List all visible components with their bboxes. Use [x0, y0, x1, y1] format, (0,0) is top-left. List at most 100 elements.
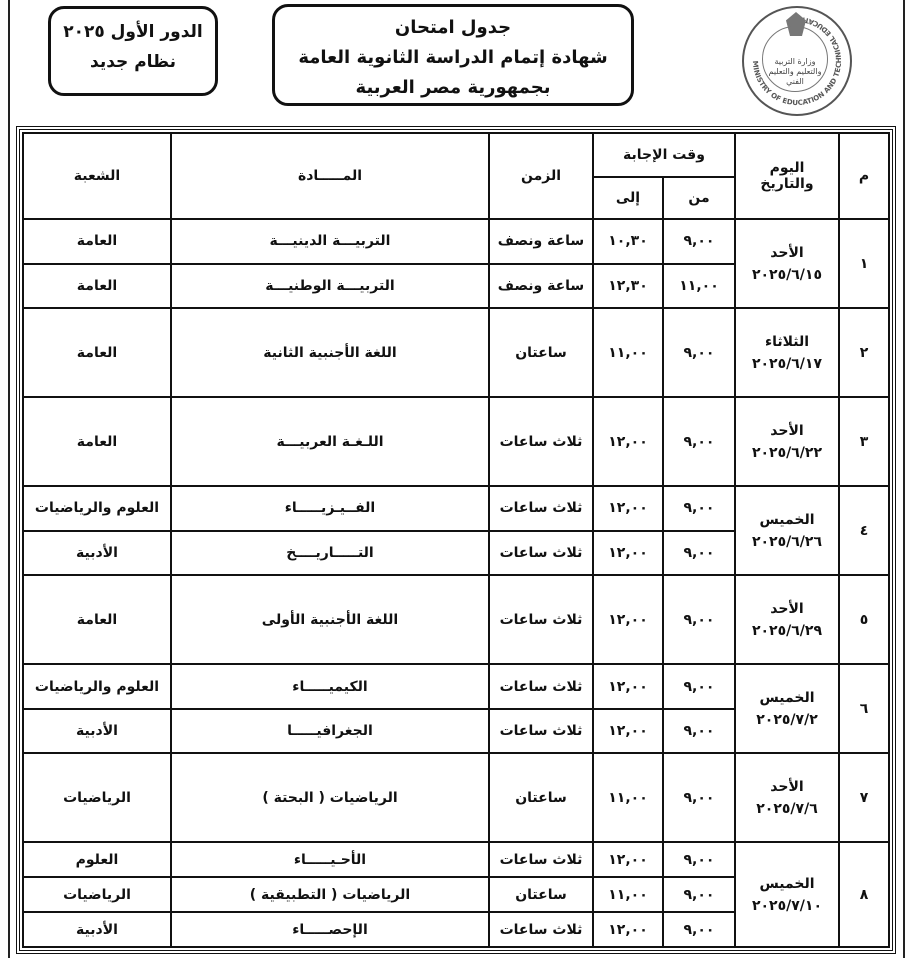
duration: ثلاث ساعات [487, 485, 594, 532]
exam-day: الخميس [759, 689, 815, 706]
branch: الأدبية [22, 707, 172, 755]
time-to: ١١,٠٠ [591, 752, 665, 844]
branch: الأدبية [22, 911, 172, 948]
time-from: ٩,٠٠ [662, 529, 736, 577]
exam-day-date: الخميس ٢٠٢٥/٦/٢٦ [734, 485, 840, 577]
duration: ساعتان [487, 752, 594, 844]
subject: الأحـيـــــاء [169, 841, 490, 879]
subject: اللـغـة العربيـــة [169, 396, 490, 488]
exam-no: ٥ [838, 574, 890, 666]
duration: ساعتان [487, 307, 594, 399]
branch: العامة [22, 307, 172, 399]
time-from: ٩,٠٠ [662, 396, 736, 488]
time-to: ١٢,٠٠ [591, 911, 665, 948]
branch: العلوم والرياضيات [22, 485, 172, 532]
exam-no: ٢ [838, 307, 890, 399]
duration: ثلاث ساعات [487, 911, 594, 948]
col-header-day: اليوم والتاريخ [734, 132, 840, 220]
duration: ساعة ونصف [487, 218, 594, 265]
subject: الجغرافيـــــا [169, 707, 490, 755]
time-to: ١٠,٣٠ [591, 218, 665, 265]
time-to: ١٢,٠٠ [591, 707, 665, 755]
col-header-no: م [838, 132, 890, 220]
table-row: ٩,٠٠ ١١,٠٠ ساعتان الرياضيات ( التطبيقية ) ال… [22, 876, 889, 914]
exam-day-date: الأحد ٢٠٢٥/٦/٢٢ [734, 396, 840, 488]
time-to: ١٢,٣٠ [591, 262, 665, 310]
table-row: ٩,٠٠ ١٢,٠٠ ثلاث ساعات الإحصـــــاء الأدبية [22, 911, 889, 948]
exam-date: ٢٠٢٥/٦/٢٢ [751, 444, 823, 461]
duration: ساعتان [487, 876, 594, 914]
subject: التربيـــة الوطنيـــة [169, 262, 490, 310]
exam-date: ٢٠٢٥/٧/٢ [756, 711, 818, 728]
branch: العلوم والرياضيات [22, 663, 172, 710]
time-from: ١١,٠٠ [662, 262, 736, 310]
session-box: الدور الأول ٢٠٢٥ نظام جديد [48, 6, 218, 96]
exam-date: ٢٠٢٥/٦/٢٦ [751, 533, 823, 550]
schedule-body: ١ الأحد ٢٠٢٥/٦/١٥ ٩,٠٠ ١٠,٣٠ ساعة ونصف التربيـ… [22, 217, 890, 948]
table-row: ٩,٠٠ ١٢,٠٠ ثلاث ساعات الجغرافيـــــا الأدبية [22, 707, 889, 755]
exam-date: ٢٠٢٥/٦/٢٩ [751, 622, 823, 639]
exam-day-date: الثلاثاء ٢٠٢٥/٦/١٧ [734, 307, 840, 399]
subject: الكيميـــــاء [169, 663, 490, 710]
branch: الأدبية [22, 529, 172, 577]
time-from: ٩,٠٠ [662, 485, 736, 532]
exam-date: ٢٠٢٥/٦/١٧ [751, 355, 823, 372]
time-from: ٩,٠٠ [662, 218, 736, 265]
table-row: ٢ الثلاثاء ٢٠٢٥/٦/١٧ ٩,٠٠ ١١,٠٠ ساعتان اللغة ا… [22, 307, 890, 399]
table-row: ٣ الأحد ٢٠٢٥/٦/٢٢ ٩,٠٠ ١٢,٠٠ ثلاث ساعات اللـغـ… [22, 396, 890, 488]
time-from: ٩,٠٠ [662, 307, 736, 399]
time-to: ١١,٠٠ [591, 876, 665, 914]
duration: ساعة ونصف [487, 262, 594, 310]
col-header-subject: المـــــادة [169, 132, 490, 220]
time-to: ١٢,٠٠ [591, 574, 665, 666]
time-from: ٩,٠٠ [662, 707, 736, 755]
schedule-table: م اليوم والتاريخ وقت الإجابة الزمن المــ… [22, 132, 890, 948]
branch: العلوم [22, 841, 172, 879]
time-to: ١٢,٠٠ [591, 529, 665, 577]
subject: التـــــاريــــخ [169, 529, 490, 577]
time-from: ٩,٠٠ [662, 911, 736, 948]
exam-day-date: الأحد ٢٠٢٥/٦/١٥ [734, 217, 840, 310]
duration: ثلاث ساعات [487, 396, 594, 488]
col-header-duration: الزمن [487, 132, 594, 220]
table-row: ٤ الخميس ٢٠٢٥/٦/٢٦ ٩,٠٠ ١٢,٠٠ ثلاث ساعات الفــ… [22, 485, 890, 577]
exam-no: ١ [838, 217, 890, 310]
subject: الرياضيات ( التطبيقية ) [169, 876, 490, 914]
table-row: ٥ الأحد ٢٠٢٥/٦/٢٩ ٩,٠٠ ١٢,٠٠ ثلاث ساعات اللغة … [22, 574, 890, 666]
duration: ثلاث ساعات [487, 841, 594, 879]
logo-arabic-text: وزارة التربية والتعليم والتعليم الفني [762, 26, 828, 92]
branch: العامة [22, 574, 172, 666]
page-frame [8, 0, 905, 958]
time-to: ١٢,٠٠ [591, 485, 665, 532]
subject: اللغة الأجنبية الأولى [169, 574, 490, 666]
time-to: ١٢,٠٠ [591, 396, 665, 488]
duration: ثلاث ساعات [487, 529, 594, 577]
title-line-1: جدول امتحان [394, 17, 512, 38]
exam-day: الأحد [770, 778, 804, 795]
exam-day-date: الخميس ٢٠٢٥/٧/١٠ [734, 841, 840, 948]
exam-day: الخميس [759, 511, 815, 528]
title-box: جدول امتحان شهادة إتمام الدراسة الثانوية… [272, 4, 634, 106]
system-label: نظام جديد [90, 52, 176, 72]
schedule-table-wrap: م اليوم والتاريخ وقت الإجابة الزمن المــ… [16, 126, 896, 954]
branch: العامة [22, 396, 172, 488]
branch: العامة [22, 262, 172, 310]
branch: الرياضيات [22, 876, 172, 914]
ministry-logo: MINISTRY OF EDUCATION AND TECHNICAL EDUC… [742, 6, 852, 116]
table-row: ٩,٠٠ ١٢,٠٠ ثلاث ساعات التـــــاريــــخ الأدب… [22, 529, 889, 577]
table-row: ٧ الأحد ٢٠٢٥/٧/٦ ٩,٠٠ ١١,٠٠ ساعتان الرياضيات (… [22, 752, 890, 844]
subject: الإحصـــــاء [169, 911, 490, 948]
exam-day: الخميس [759, 875, 815, 892]
exam-date: ٢٠٢٥/٦/١٥ [751, 266, 823, 283]
exam-no: ٨ [838, 841, 890, 948]
subject: الرياضيات ( البحتة ) [169, 752, 490, 844]
session-label: الدور الأول ٢٠٢٥ [63, 22, 203, 42]
exam-day-date: الأحد ٢٠٢٥/٧/٦ [734, 752, 840, 844]
exam-day-date: الأحد ٢٠٢٥/٦/٢٩ [734, 574, 840, 666]
branch: الرياضيات [22, 752, 172, 844]
time-from: ٩,٠٠ [662, 663, 736, 710]
duration: ثلاث ساعات [487, 707, 594, 755]
exam-day-date: الخميس ٢٠٢٥/٧/٢ [734, 663, 840, 755]
exam-day: الأحد [770, 600, 804, 617]
table-row: ٨ الخميس ٢٠٢٥/٧/١٠ ٩,٠٠ ١٢,٠٠ ثلاث ساعات الأحـ… [22, 841, 890, 948]
